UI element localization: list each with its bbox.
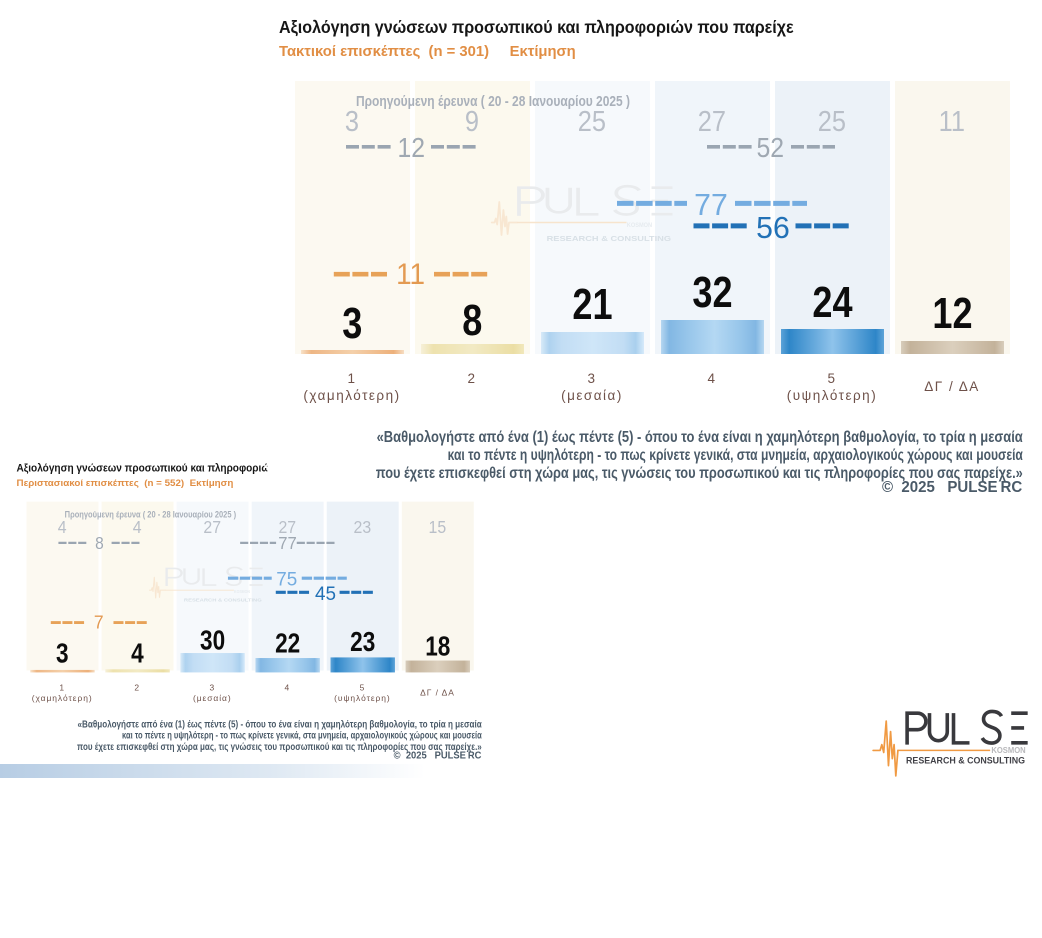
svg-text:RESEARCH & CONSULTING: RESEARCH & CONSULTING	[547, 234, 672, 243]
svg-text:RESEARCH & CONSULTING: RESEARCH & CONSULTING	[184, 598, 262, 604]
svg-text:KOSMON: KOSMON	[991, 746, 1026, 755]
svg-text:RESEARCH & CONSULTING: RESEARCH & CONSULTING	[906, 756, 1025, 766]
svg-text:KOSMON: KOSMON	[234, 589, 250, 594]
svg-text:KOSMON: KOSMON	[627, 222, 652, 229]
